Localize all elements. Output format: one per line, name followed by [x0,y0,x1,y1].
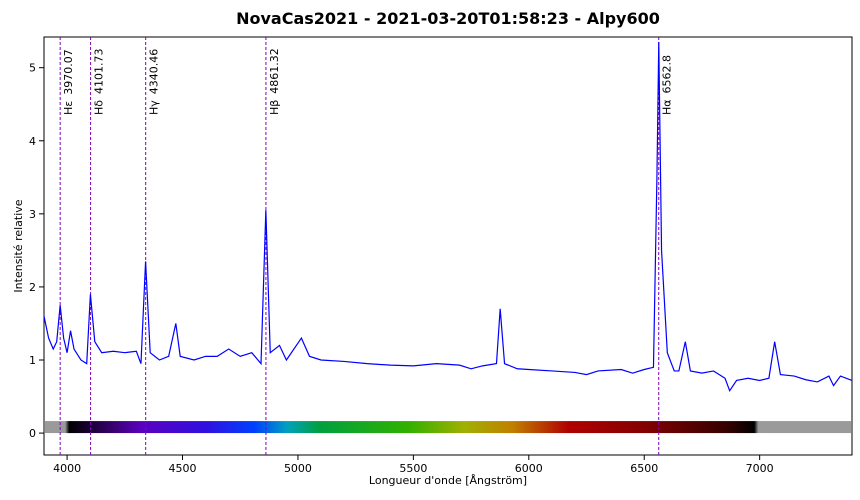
annotation-label: Hα 6562.8 [661,55,674,115]
annotation-name: Hβ [268,100,281,115]
spectrum-line [43,42,853,392]
annotation-text: Hε 3970.07 [62,49,75,115]
y-tick-label: 3 [29,208,36,221]
x-tick-label: 4500 [169,462,197,475]
annotation-label: Hγ 4340.46 [148,49,161,115]
x-tick-label: 4000 [53,462,81,475]
x-tick-label: 6000 [515,462,543,475]
annotation-label: Hβ 4861.32 [268,48,281,115]
annotation-name: Hα [661,99,674,115]
annotation-label: Hδ 4101.73 [93,48,106,115]
x-axis-label: Longueur d'onde [Ångström] [369,474,527,487]
annotation-label: Hε 3970.07 [62,49,75,115]
annotation-name: Hδ [93,100,106,115]
annotation-value: 6562.8 [661,55,674,94]
annotation-text: Hγ 4340.46 [148,49,161,115]
annotation-value: 4861.32 [268,48,281,94]
annotation-name: Hγ [148,100,161,115]
annotation-text: Hα 6562.8 [661,55,674,115]
plot-frame [43,36,853,456]
annotation-text: Hδ 4101.73 [93,48,106,115]
spectrum-bar [45,421,851,434]
y-axis-label: Intensité relative [12,199,25,292]
y-tick-label: 1 [29,354,36,367]
y-tick-label: 4 [29,135,36,148]
y-tick-label: 2 [29,281,36,294]
y-tick-label: 5 [29,62,36,75]
chart-title: NovaCas2021 - 2021-03-20T01:58:23 - Alpy… [236,9,660,28]
annotation-value: 4101.73 [93,48,106,94]
annotation-text: Hβ 4861.32 [268,48,281,115]
x-tick-label: 5000 [284,462,312,475]
y-tick-label: 0 [29,427,36,440]
x-tick-label: 7000 [746,462,774,475]
annotation-value: 4340.46 [148,49,161,95]
x-tick-label: 5500 [399,462,427,475]
x-tick-label: 6500 [630,462,658,475]
annotation-value: 3970.07 [62,49,75,95]
annotation-name: Hε [62,101,75,115]
